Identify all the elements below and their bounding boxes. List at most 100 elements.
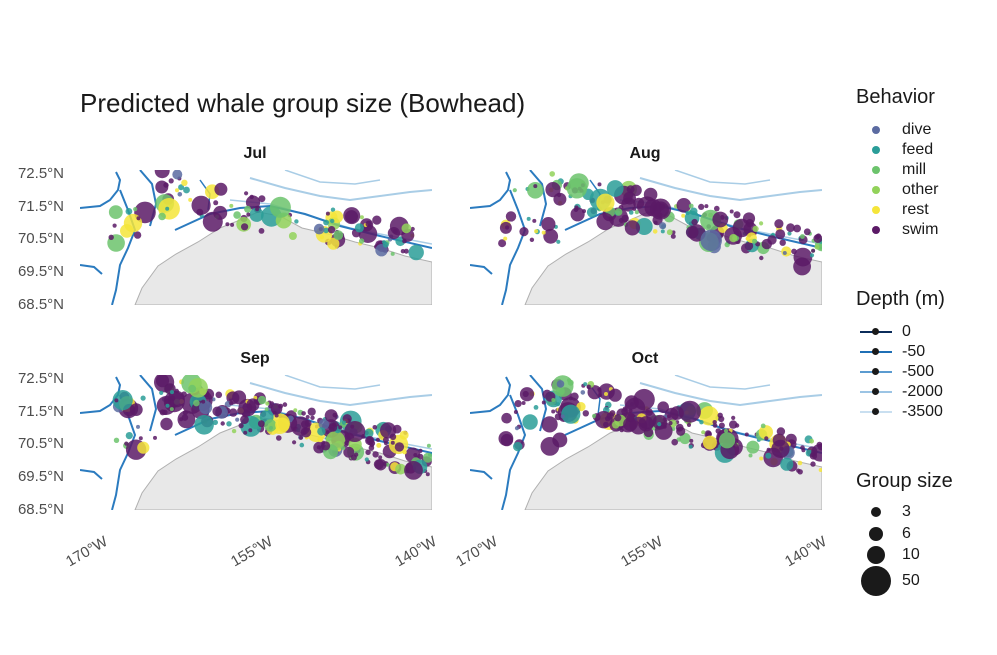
whale-sighting: [699, 420, 704, 425]
whale-sighting: [108, 205, 123, 219]
whale-sighting: [323, 219, 329, 226]
whale-sighting: [632, 206, 637, 211]
whale-sighting: [229, 408, 238, 417]
whale-sighting: [137, 441, 150, 454]
whale-sighting: [766, 447, 771, 452]
whale-sighting: [160, 417, 173, 431]
whale-sighting: [654, 422, 673, 440]
whale-sighting: [712, 211, 729, 228]
legend-groupsize-50: 50: [858, 566, 920, 596]
whale-sighting: [136, 216, 141, 221]
whale-sighting: [582, 410, 589, 417]
whale-sighting: [165, 403, 170, 408]
whale-sighting: [220, 421, 225, 426]
whale-sighting: [382, 241, 389, 248]
whale-sighting: [628, 210, 634, 215]
whale-sighting: [570, 392, 579, 401]
dot-icon: [872, 166, 880, 174]
whale-sighting: [307, 407, 316, 416]
whale-sighting: [344, 440, 349, 446]
chart-title: Predicted whale group size (Bowhead): [80, 88, 526, 118]
whale-sighting: [533, 184, 538, 189]
whale-sighting: [168, 178, 174, 184]
whale-sighting: [317, 427, 326, 436]
whale-sighting: [811, 248, 816, 253]
whale-sighting: [764, 436, 769, 441]
whale-sighting: [614, 414, 622, 422]
whale-sighting: [113, 437, 120, 443]
whale-sighting: [532, 218, 537, 223]
whale-sighting: [265, 401, 270, 406]
whale-sighting: [552, 432, 568, 448]
whale-sighting: [529, 237, 535, 242]
dot-icon: [871, 507, 881, 517]
whale-sighting: [809, 452, 818, 460]
whale-sighting: [136, 424, 140, 429]
whale-sighting: [330, 207, 336, 212]
dot-icon: [872, 388, 879, 395]
depth-contour: [529, 170, 548, 227]
whale-sighting: [759, 456, 764, 461]
whale-sighting: [229, 401, 234, 406]
whale-sighting: [305, 415, 310, 419]
whale-sighting: [178, 184, 185, 191]
dot-icon: [872, 126, 880, 134]
whale-sighting: [422, 452, 432, 463]
y-tick-top-3: 70.5°N: [17, 230, 64, 247]
whale-sighting: [498, 239, 507, 248]
legend-depth-2000: -2000: [858, 382, 943, 402]
whale-sighting: [670, 233, 676, 239]
whale-sighting: [354, 223, 364, 233]
whale-sighting: [712, 420, 717, 425]
whale-sighting: [621, 408, 628, 415]
whale-sighting: [813, 234, 822, 243]
whale-sighting: [215, 391, 223, 399]
whale-sighting: [165, 206, 170, 211]
whale-sighting: [566, 178, 588, 199]
whale-sighting: [580, 390, 586, 395]
whale-sighting: [543, 228, 559, 244]
legend-groupsize-6: 6: [858, 524, 911, 544]
whale-sighting: [316, 445, 321, 450]
whale-sighting: [702, 435, 717, 450]
whale-sighting: [288, 232, 297, 240]
whale-sighting: [199, 400, 213, 414]
whale-sighting: [765, 452, 772, 459]
depth-contour: [674, 375, 771, 390]
whale-sighting: [410, 226, 415, 232]
legend-depth-0: 0: [858, 322, 911, 342]
whale-sighting: [341, 420, 347, 425]
whale-sighting: [712, 423, 718, 428]
whale-sighting: [561, 404, 581, 424]
dot-icon: [872, 328, 879, 335]
whale-sighting: [332, 412, 338, 418]
whale-sighting: [343, 446, 355, 458]
whale-sighting: [718, 422, 725, 429]
whale-sighting: [318, 418, 330, 430]
whale-sighting: [395, 463, 406, 475]
whale-sighting: [748, 453, 753, 458]
whale-sighting: [657, 401, 669, 413]
y-tick-bottom-4: 69.5°N: [17, 468, 64, 485]
whale-sighting: [182, 410, 188, 416]
whale-sighting: [729, 209, 734, 214]
whale-sighting: [402, 450, 407, 455]
whale-sighting: [514, 426, 520, 431]
whale-sighting: [541, 230, 546, 235]
whale-sighting: [596, 193, 615, 212]
whale-sighting: [638, 416, 654, 432]
whale-sighting: [120, 224, 134, 238]
y-tick-bottom-2: 71.5°N: [17, 403, 64, 420]
whale-sighting: [803, 228, 811, 236]
map-panel-jul: [80, 170, 432, 305]
whale-sighting: [403, 248, 409, 254]
whale-sighting: [583, 382, 588, 387]
legend-depth-title: Depth (m): [856, 288, 945, 310]
whale-sighting: [317, 436, 324, 443]
whale-sighting: [365, 449, 371, 455]
whale-sighting: [333, 230, 344, 240]
whale-sighting: [678, 400, 701, 423]
whale-sighting: [212, 419, 218, 426]
whale-sighting: [541, 416, 558, 433]
whale-sighting: [652, 229, 658, 234]
